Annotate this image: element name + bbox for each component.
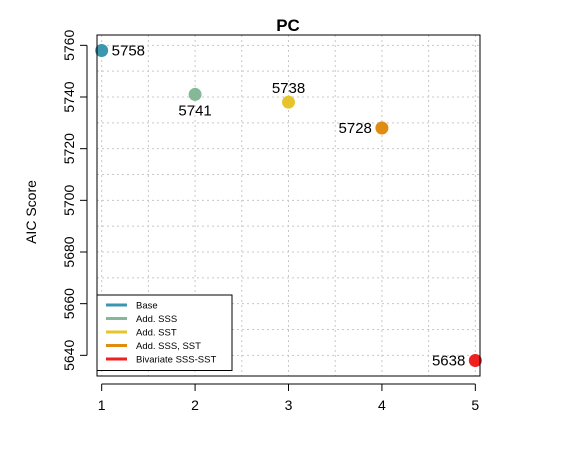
chart-title: PC bbox=[276, 16, 300, 35]
legend-entry: Add. SST bbox=[136, 328, 177, 339]
data-label: 5738 bbox=[272, 80, 305, 97]
data-point bbox=[188, 87, 202, 101]
plot-area-frame bbox=[96, 34, 481, 377]
legend-entry: Base bbox=[136, 301, 158, 312]
x-tick-label: 4 bbox=[378, 397, 386, 413]
grid-lines bbox=[97, 35, 480, 376]
y-tick-label: 5700 bbox=[61, 185, 77, 216]
y-tick-label: 5740 bbox=[61, 81, 77, 112]
data-label: 5758 bbox=[112, 43, 145, 60]
legend-entry: Add. SSS, SST bbox=[136, 341, 201, 352]
y-axis-label: AIC Score bbox=[23, 180, 39, 244]
data-points: 5758 5741 5738 5728 5638 bbox=[95, 43, 482, 370]
legend: Base Add. SSS Add. SST Add. SSS, SST Bivaria… bbox=[96, 294, 233, 371]
y-tick-label: 5640 bbox=[61, 340, 77, 371]
data-point bbox=[282, 95, 295, 109]
x-tick-label: 5 bbox=[471, 397, 479, 413]
x-tick-label: 3 bbox=[285, 397, 293, 413]
data-label: 5741 bbox=[178, 102, 211, 119]
y-tick-label: 5680 bbox=[61, 236, 77, 267]
y-tick-label: 5660 bbox=[61, 288, 77, 319]
legend-entry: Add. SSS bbox=[136, 314, 177, 325]
y-tick-label: 5760 bbox=[61, 30, 77, 61]
y-axis: 5640 5660 5680 5700 5720 5740 5760 bbox=[61, 30, 88, 371]
x-axis: 1 2 3 4 5 bbox=[98, 383, 479, 413]
data-label: 5638 bbox=[432, 353, 465, 370]
legend-entry: Bivariate SSS-SST bbox=[136, 355, 216, 366]
data-point bbox=[468, 354, 482, 367]
x-tick-label: 2 bbox=[191, 397, 199, 413]
x-tick-label: 1 bbox=[98, 397, 106, 413]
data-point bbox=[375, 121, 389, 135]
data-point bbox=[95, 44, 109, 57]
y-tick-label: 5720 bbox=[61, 133, 77, 164]
data-label: 5728 bbox=[339, 120, 372, 137]
